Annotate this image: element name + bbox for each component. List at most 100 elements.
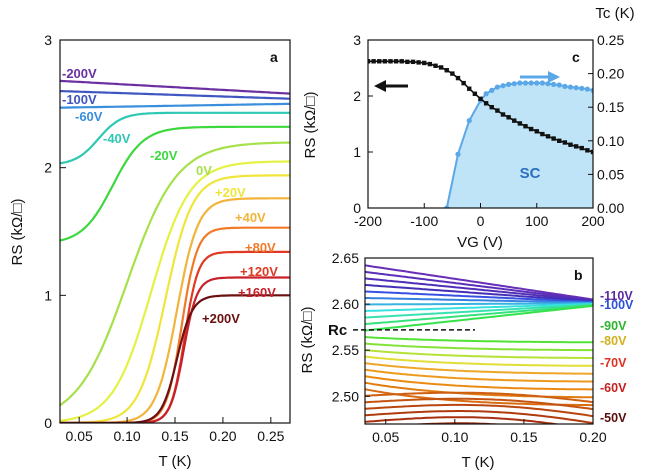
- panel-a-series-12: [60, 294, 290, 423]
- tc-point-10: [517, 80, 523, 86]
- panel-c-ytick-right-label-3: 0.15: [597, 99, 624, 115]
- panel-a-label-7: +20V: [215, 185, 246, 200]
- panel-a-label-9: +80V: [245, 240, 276, 255]
- panel-b-curves: [365, 264, 593, 424]
- panel-b-curve-9: [365, 304, 593, 326]
- panel-a-ytick-label-1: 1: [44, 287, 52, 303]
- rs-point-19: [472, 91, 478, 96]
- panel-b-xtick-label-2: 0.15: [510, 429, 537, 445]
- panel-a-series-3: [60, 111, 290, 165]
- right-arrow-icon: [520, 71, 560, 83]
- panel-a-label-3: -40V: [103, 131, 131, 146]
- rs-point-17: [461, 80, 466, 86]
- rs-point-10: [422, 60, 427, 66]
- rc-label: Rc: [328, 322, 347, 339]
- tc-point-6: [494, 84, 500, 90]
- panel-a-letter: a: [270, 49, 278, 65]
- rs-point-18: [467, 86, 472, 91]
- rs-point-13: [438, 65, 444, 70]
- tc-point-20: [573, 85, 579, 91]
- panel-b-curve-10: [365, 304, 593, 332]
- tc-point-11: [522, 80, 529, 86]
- panel-c-xlabel: VG (V): [457, 234, 503, 251]
- panel-a-xtick-label-0: 0.05: [66, 428, 93, 444]
- tc-point-1: [455, 151, 461, 157]
- panel-b-curve-4: [365, 290, 593, 303]
- panel-b-ytick-label-0: 2.50: [332, 388, 359, 404]
- panel-c-ytick-right-label-1: 0.05: [597, 166, 624, 182]
- rs-point-25: [506, 115, 511, 120]
- rs-point-33: [551, 136, 556, 141]
- rs-point-7: [405, 59, 410, 65]
- rs-point-35: [562, 140, 568, 145]
- panel-c-ticks: -200 -100 0 100 200 0 1 2 3 0.00 0.05 0.10 0.15 0.20 0…: [353, 32, 624, 229]
- panel-a-curves: [60, 79, 290, 423]
- tc-point-0: [444, 205, 450, 208]
- panel-b-curve-7: [365, 303, 593, 312]
- panel-b-xtick-label-0: 0.05: [372, 429, 399, 445]
- panel-b-ytick-label-2: 2.60: [332, 296, 359, 312]
- panel-b-ticks: 0.05 0.10 0.15 0.20 2.50 2.55 2.60 2.65: [332, 250, 607, 445]
- sc-region-label: SC: [520, 165, 541, 182]
- panel-b-legend-6: -50V: [600, 411, 627, 425]
- tc-point-18: [562, 83, 568, 89]
- panel-b-curve-17: [365, 375, 593, 391]
- tc-point-23: [590, 87, 593, 93]
- tc-point-12: [528, 80, 534, 86]
- panel-c-ytick-left-label-1: 1: [353, 144, 361, 160]
- panel-a-xtick-label-3: 0.20: [209, 428, 236, 444]
- panel-c-ylabel-left: RS (kΩ/□): [302, 92, 319, 159]
- panel-c-ylabel-right: Tc (K): [595, 5, 634, 22]
- panel-c-ytick-right-label-0: 0.00: [597, 200, 624, 216]
- panel-b-curve-3: [365, 283, 593, 303]
- panel-b-legend-3: -80V: [600, 334, 627, 348]
- panel-a-label-0: -200V: [62, 66, 97, 81]
- panel-a-label-10: +120V: [240, 264, 278, 279]
- panel-a-series-2: [60, 102, 290, 109]
- rs-point-3: [382, 59, 388, 64]
- panel-a-label-11: +160V: [238, 285, 276, 300]
- tc-point-21: [579, 85, 585, 91]
- rs-point-1: [371, 59, 376, 64]
- panel-a-ticks: 0.05 0.10 0.15 0.20 0.25 0 1 2 3: [44, 32, 284, 444]
- tc-point-2: [466, 118, 472, 124]
- panel-c: -200 -100 0 100 200 0 1 2 3 0.00 0.05 0.10 0.15 0.20 0…: [302, 5, 635, 251]
- rs-point-30: [534, 129, 539, 134]
- panel-b-curve-22: [365, 403, 593, 418]
- panel-b-legend-0: -110V: [600, 289, 633, 303]
- panel-a-label-1: -100V: [62, 92, 97, 107]
- panel-b-curve-0: [365, 264, 593, 301]
- rs-point-9: [416, 60, 421, 65]
- tc-point-16: [551, 81, 557, 87]
- panel-c-ytick-right-label-5: 0.25: [597, 32, 624, 48]
- rs-point-20: [478, 96, 483, 101]
- panel-a-series-labels: -200V -100V -60V-40V -20V 0V+20V +40V +80V +120…: [62, 66, 278, 326]
- panel-b-curve-23: [365, 410, 593, 424]
- panel-b-xtick-label-1: 0.10: [441, 429, 468, 445]
- rs-point-29: [528, 126, 534, 132]
- panel-b-frame: [364, 257, 594, 425]
- rs-point-31: [540, 131, 545, 137]
- panel-b-curve-24: [365, 416, 562, 424]
- panel-c-ytick-right-label-4: 0.20: [597, 66, 624, 82]
- panel-b-curve-15: [365, 362, 593, 375]
- panel-a-series-5: [60, 141, 290, 407]
- panel-a-xtick-label-1: 0.10: [113, 428, 140, 444]
- panel-c-ytick-right-label-2: 0.10: [597, 133, 624, 149]
- panel-c-letter: c: [572, 49, 580, 65]
- tc-point-15: [545, 81, 551, 87]
- panel-b-curve-21: [365, 397, 593, 411]
- rs-point-36: [568, 142, 573, 147]
- rs-point-8: [410, 59, 416, 65]
- tc-point-7: [500, 83, 506, 89]
- panel-b: 0.05 0.10 0.15 0.20 2.50 2.55 2.60 2.65 -110V-1…: [299, 250, 634, 471]
- panel-a-label-5: 0V: [196, 163, 212, 178]
- rs-point-14: [444, 68, 449, 73]
- panel-b-legend-5: -60V: [600, 381, 627, 395]
- rs-point-39: [585, 148, 590, 153]
- panel-a-series-4: [60, 125, 290, 242]
- panel-c-xtick-label-3: 100: [525, 213, 549, 229]
- tc-point-17: [556, 82, 562, 88]
- rs-point-23: [495, 108, 500, 113]
- panel-b-curve-5: [365, 297, 593, 304]
